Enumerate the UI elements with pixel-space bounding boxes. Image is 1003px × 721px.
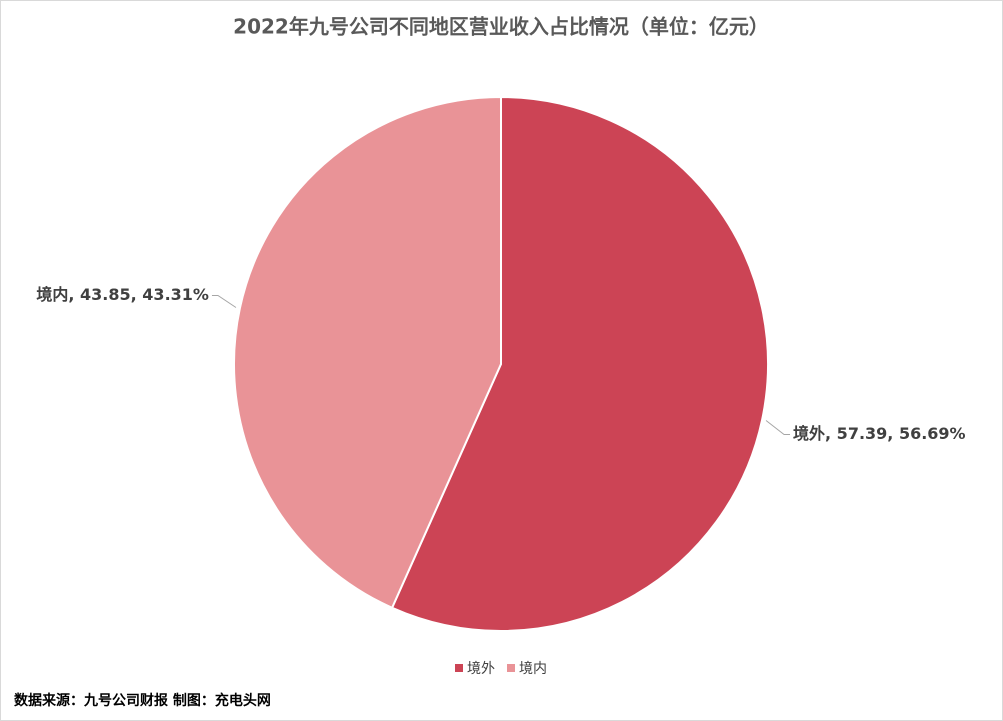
pie-slice [390,95,769,632]
leader-line [211,294,237,308]
legend-label: 境内 [519,661,547,677]
legend-swatch [455,664,463,672]
leader-line [765,420,791,436]
pie-slice [233,95,502,610]
data-label: 境外, 57.39, 56.69% [793,424,966,443]
legend-swatch [507,664,515,672]
source-note: 数据来源：九号公司财报 制图：充电头网 [14,692,271,709]
data-label: 境内, 43.85, 43.31% [36,285,209,304]
legend-label: 境外 [467,661,495,677]
chart-title: 2022年九号公司不同地区营业收入占比情况（单位：亿元） [233,15,769,39]
